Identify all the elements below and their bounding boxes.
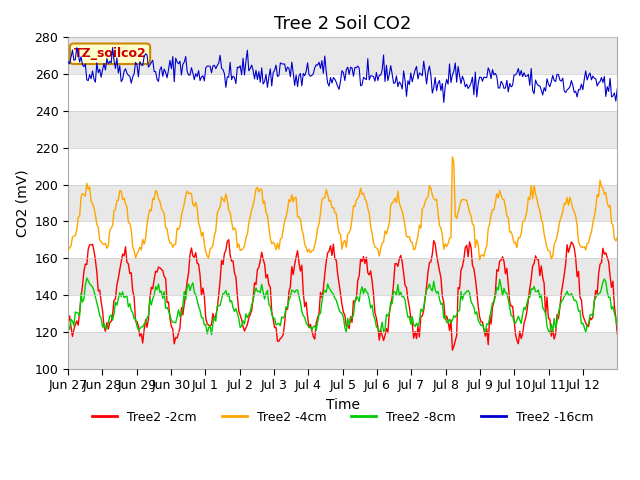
Bar [68,37,617,74]
Bar [68,258,617,295]
Y-axis label: CO2 (mV): CO2 (mV) [15,169,29,237]
Bar [68,332,617,369]
Title: Tree 2 Soil CO2: Tree 2 Soil CO2 [274,15,412,33]
Legend: Tree2 -2cm, Tree2 -4cm, Tree2 -8cm, Tree2 -16cm: Tree2 -2cm, Tree2 -4cm, Tree2 -8cm, Tree… [87,406,598,429]
Bar [68,184,617,221]
X-axis label: Time: Time [326,397,360,411]
Text: TZ_soilco2: TZ_soilco2 [74,47,147,60]
Bar [68,111,617,148]
